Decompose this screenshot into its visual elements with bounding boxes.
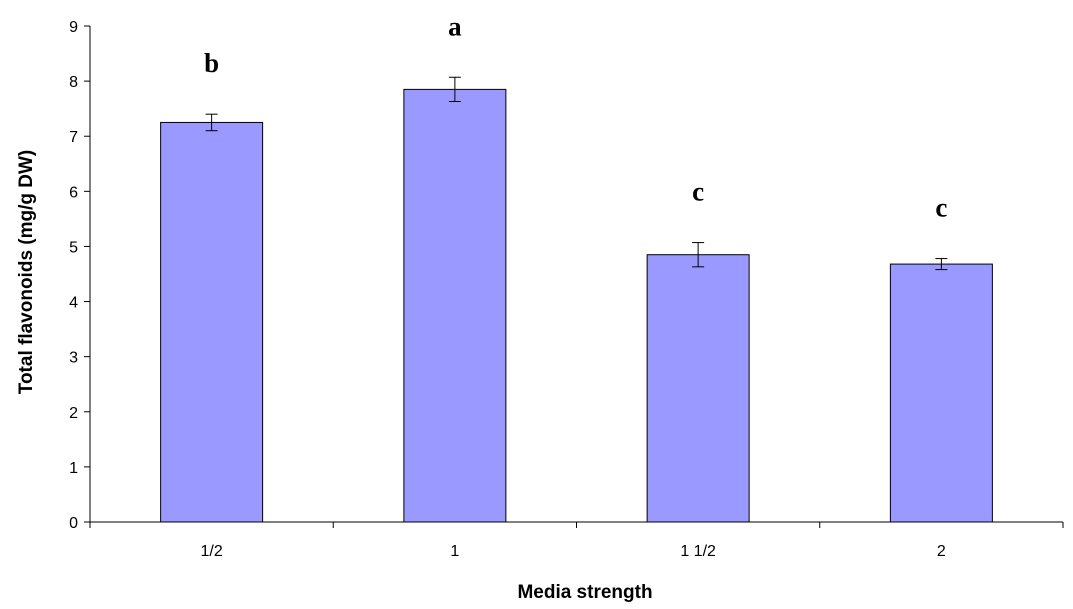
y-tick-label: 7 [69, 129, 78, 146]
y-tick-label: 4 [69, 295, 78, 312]
y-tick-label: 9 [69, 19, 78, 36]
x-axis: 1/2 1 1 1/2 2 [89, 521, 1064, 560]
x-tick-label: 1 1/2 [680, 543, 716, 560]
y-tick-label: 2 [69, 405, 78, 422]
y-tick-label: 5 [69, 239, 78, 256]
significance-letter: b [204, 48, 219, 78]
y-tick-label: 1 [69, 460, 78, 477]
significance-letter: c [692, 177, 704, 207]
significance-letter: a [448, 11, 462, 41]
significance-letter: c [935, 193, 947, 223]
x-tick-label: 1/2 [201, 543, 223, 560]
x-tick-label: 1 [450, 543, 459, 560]
bar [160, 121, 264, 523]
x-tick-label: 2 [937, 543, 946, 560]
y-tick-label: 8 [69, 74, 78, 91]
bars: b a c c [160, 11, 993, 523]
y-axis-title: Total flavonoids (mg/g DW) [16, 150, 37, 395]
x-axis-title: Media strength [517, 582, 652, 603]
y-tick-label: 0 [69, 515, 78, 532]
bar [646, 254, 750, 523]
bar [403, 88, 507, 523]
y-tick-label: 3 [69, 350, 78, 367]
bar [889, 263, 993, 523]
y-axis: 0 1 2 3 4 5 6 7 8 9 [69, 19, 91, 532]
y-tick-label: 6 [69, 184, 78, 201]
